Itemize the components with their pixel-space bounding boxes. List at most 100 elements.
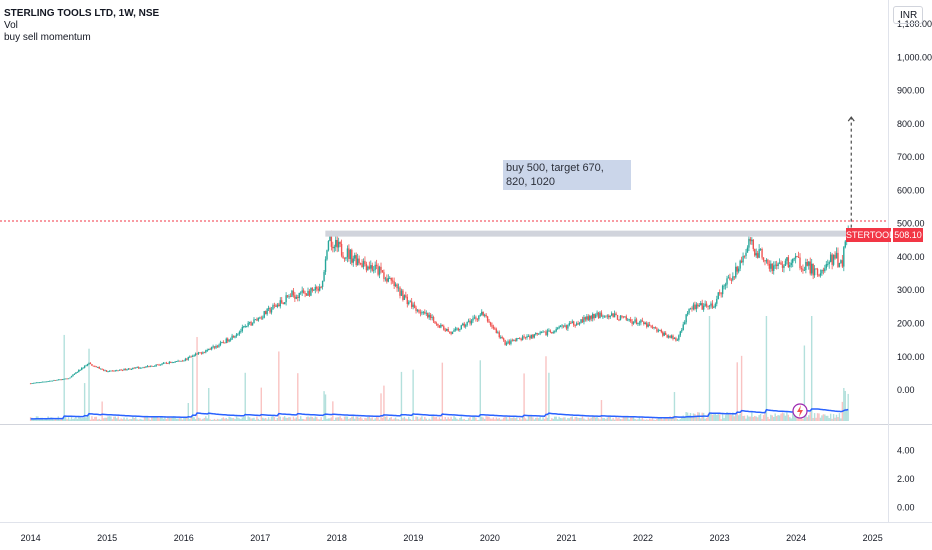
volume-bar <box>191 357 194 421</box>
candle-body <box>695 304 698 310</box>
candle-body <box>437 323 439 326</box>
volume-bar <box>724 415 727 421</box>
price-tick-label: 800.00 <box>897 119 925 129</box>
candle-body <box>615 313 617 315</box>
volume-bar <box>304 419 306 421</box>
candle-body <box>456 328 458 330</box>
candle-body <box>283 302 286 305</box>
candle-body <box>227 338 229 342</box>
volume-bar <box>619 419 622 421</box>
volume-bar <box>135 417 137 421</box>
volume-bar <box>238 418 241 421</box>
candle-body <box>213 346 216 348</box>
volume-bar <box>421 416 423 421</box>
legend-vol[interactable]: Vol <box>4 20 18 31</box>
candle-body <box>624 316 626 318</box>
volume-bar <box>425 418 427 421</box>
candle-body <box>463 323 465 327</box>
candle-body <box>501 337 503 339</box>
volume-bar <box>815 417 817 421</box>
candle-body <box>387 278 390 282</box>
candle-body <box>600 312 603 317</box>
volume-bar <box>770 414 772 421</box>
candle-body <box>292 290 295 296</box>
candle-body <box>399 287 401 296</box>
candle-body <box>631 321 633 324</box>
volume-bar <box>234 419 236 421</box>
candles <box>29 225 849 385</box>
candle-body <box>34 382 36 384</box>
volume-bar <box>227 419 229 421</box>
volume-bar <box>308 417 311 421</box>
legend-indicator[interactable]: buy sell momentum <box>4 32 91 43</box>
candle-body <box>596 312 598 315</box>
candle-body <box>151 365 153 367</box>
volume-bar <box>193 417 195 421</box>
time-tick-label: 2016 <box>174 533 194 543</box>
candle-body <box>808 261 810 266</box>
trade-note[interactable]: buy 500, target 670, 820, 1020 <box>503 160 631 190</box>
volume-bar <box>177 418 179 421</box>
candle-body <box>679 331 681 336</box>
candle-body <box>759 248 762 250</box>
candle-body <box>701 303 703 310</box>
volume-bar <box>351 416 353 421</box>
currency-selector[interactable]: INR <box>893 6 923 24</box>
candle-body <box>736 266 738 272</box>
candle-body <box>94 366 96 368</box>
volume-bar <box>375 416 378 421</box>
volume-bar <box>175 418 178 421</box>
volume-bar <box>669 416 671 421</box>
candle-body <box>837 252 839 267</box>
volume-bar <box>380 393 382 421</box>
candle-body <box>329 236 331 242</box>
volume-bar <box>743 415 746 421</box>
candle-body <box>554 331 556 333</box>
candle-body <box>85 365 87 367</box>
candle-body <box>729 277 731 280</box>
candle-body <box>410 301 413 307</box>
candle-body <box>330 236 333 247</box>
candle-body <box>336 239 338 248</box>
volume-bar <box>229 417 232 421</box>
volume-bar <box>326 418 328 421</box>
volume-bar <box>210 419 213 421</box>
candle-body <box>371 265 373 271</box>
volume-bar <box>413 419 416 421</box>
volume-bar <box>139 418 141 421</box>
candle-body <box>264 311 267 315</box>
candle-body <box>374 264 376 270</box>
volume-bar <box>546 417 549 421</box>
time-tick-label: 2014 <box>21 533 41 543</box>
volume-bar <box>221 418 223 421</box>
volume-bar <box>283 416 286 421</box>
volume-bar <box>162 418 165 421</box>
volume-bar <box>300 416 302 421</box>
volume-bar <box>259 419 261 421</box>
volume-bar <box>644 419 646 421</box>
candle-body <box>429 314 432 318</box>
volume-bar <box>205 416 207 421</box>
volume-bar <box>67 417 70 421</box>
volume-bar <box>368 416 371 421</box>
candle-body <box>768 263 771 269</box>
lightning-icon[interactable] <box>792 403 808 419</box>
volume-bar <box>291 419 293 421</box>
candle-body <box>241 327 244 332</box>
legend-title[interactable]: STERLING TOOLS LTD, 1W, NSE <box>4 8 160 19</box>
candle-body <box>149 365 152 367</box>
volume-bar <box>767 416 769 421</box>
volume-bar <box>663 418 665 421</box>
candle-body <box>172 362 175 364</box>
volume-bar <box>707 414 709 421</box>
volume-bar <box>32 418 35 421</box>
candle-body <box>389 277 391 279</box>
volume-bar <box>371 417 373 421</box>
candle-body <box>761 248 763 258</box>
volume-bar <box>818 413 820 421</box>
volume-bar <box>511 417 514 421</box>
candle-body <box>380 266 382 271</box>
candle-body <box>448 331 451 333</box>
candle-body <box>301 290 303 293</box>
